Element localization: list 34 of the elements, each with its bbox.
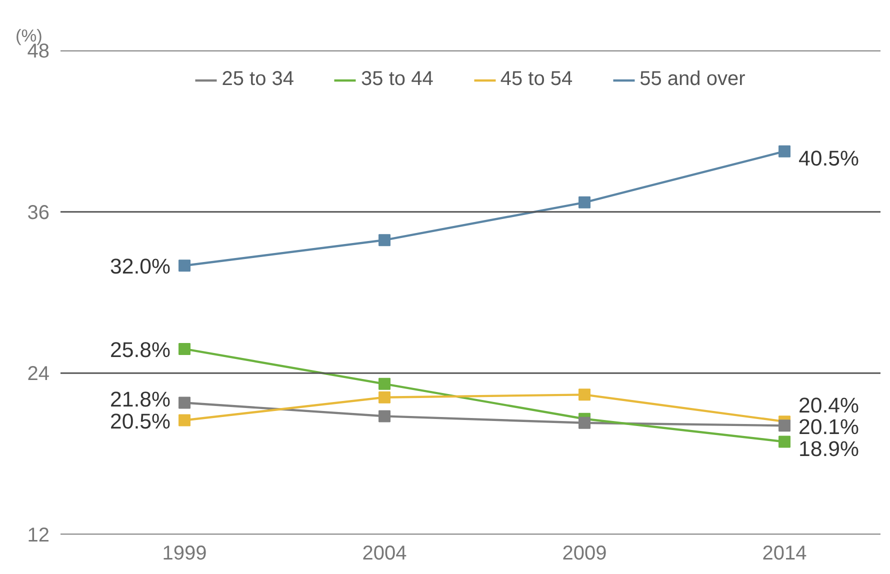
y-tick-label: 12 (27, 524, 50, 546)
data-label: 20.4% (798, 393, 860, 418)
data-label: 21.8% (110, 388, 171, 412)
point (778, 145, 790, 158)
point (378, 378, 390, 390)
x-tick-label: 2014 (762, 542, 807, 564)
point (178, 396, 190, 409)
point (578, 388, 590, 401)
point (178, 414, 190, 426)
x-tick-label: 2004 (362, 542, 407, 564)
legend-label: 35 to 44 (361, 68, 434, 91)
data-label: 18.9% (798, 436, 860, 461)
point (778, 436, 790, 448)
x-tick-label: 1999 (162, 542, 207, 564)
data-label: 32.0% (110, 254, 171, 279)
x-tick-label: 2009 (562, 542, 607, 564)
point (778, 420, 790, 432)
y-tick-label: 36 (27, 202, 50, 224)
point (578, 196, 590, 208)
y-axis-title: (%) (16, 26, 42, 46)
point (178, 342, 190, 355)
data-label: 25.8% (110, 338, 171, 362)
legend-label: 25 to 34 (222, 68, 294, 91)
point (378, 234, 390, 246)
point (378, 410, 390, 422)
y-tick-label: 24 (27, 363, 50, 386)
data-label: 20.1% (798, 415, 860, 440)
data-label: 40.5% (798, 146, 860, 171)
legend-label: 45 to 54 (500, 68, 573, 91)
point (578, 416, 590, 429)
data-label: 20.5% (110, 409, 171, 434)
point (178, 260, 190, 272)
legend-label: 55 and over (640, 68, 746, 91)
point (378, 391, 390, 404)
